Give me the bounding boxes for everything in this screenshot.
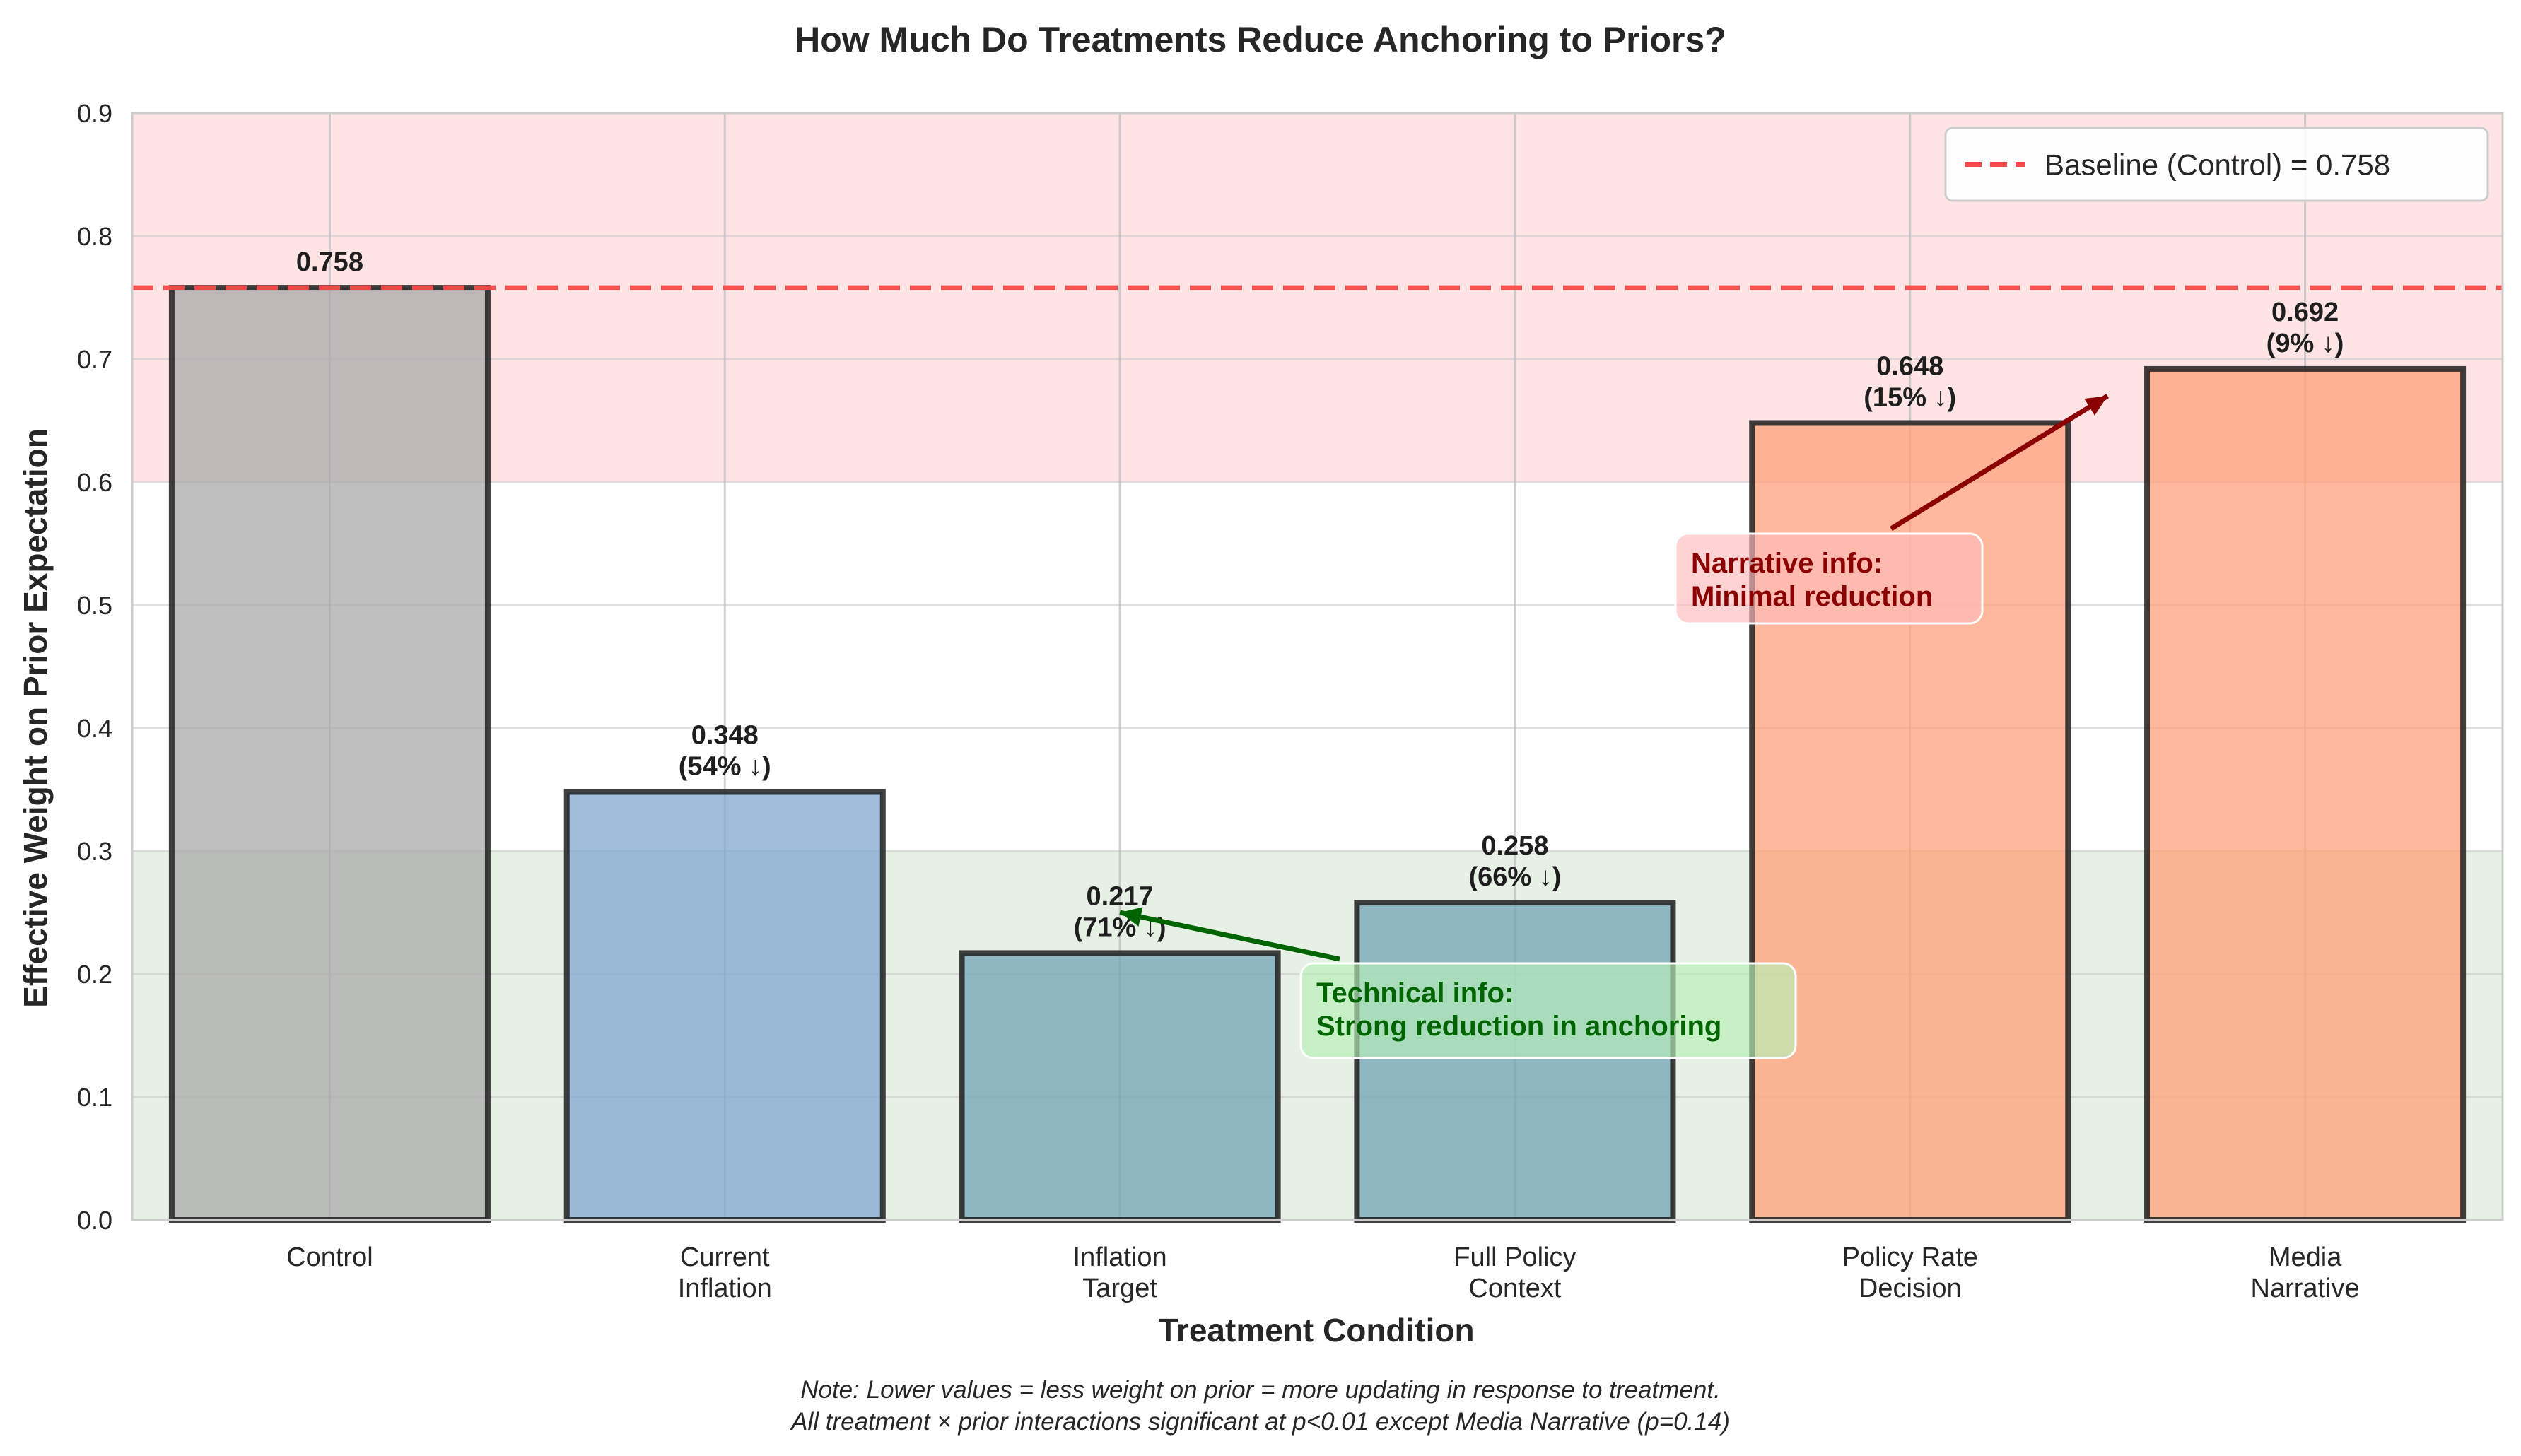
y-tick-label: 0.8 xyxy=(77,222,112,251)
plot-frame xyxy=(131,112,2504,1221)
annotations: Technical info: Strong reduction in ancho… xyxy=(1119,394,2109,1059)
annotation-text: Narrative info: Minimal reduction xyxy=(1691,548,1933,612)
value-labels: 0.758 0.348 (54% ↓) 0.217 (71% ↓) 0.258 (66% ↓… xyxy=(296,247,2344,942)
y-tick-label: 0.6 xyxy=(77,468,112,497)
x-tick-label: Inflation Target xyxy=(1073,1243,1167,1303)
bars xyxy=(168,285,2467,1223)
bar-2 xyxy=(959,950,1281,1223)
y-tick-label: 0.9 xyxy=(77,99,112,128)
bar-3 xyxy=(1354,900,1676,1223)
legend-box xyxy=(1944,127,2489,202)
y-tick-label: 0.5 xyxy=(77,591,112,620)
value-label-0: 0.758 xyxy=(296,247,363,277)
annotation-text: Technical info: Strong reduction in ancho… xyxy=(1316,977,1721,1042)
axes: 0.0 0.1 0.2 0.3 0.4 0.5 0.6 0.7 0.8 0.9 Control Cur… xyxy=(77,99,2504,1303)
y-tick-label: 0.3 xyxy=(77,837,112,866)
annotation-arrow xyxy=(1890,394,2109,531)
arrow-head xyxy=(1120,907,1143,927)
annotation-box xyxy=(1299,962,1797,1059)
annotation-1: Narrative info: Minimal reduction xyxy=(1674,394,2109,625)
note-line-1: Note: Lower values = less weight on prio… xyxy=(800,1376,1721,1404)
y-tick-label: 0.7 xyxy=(77,345,112,374)
y-tick-label: 0.0 xyxy=(77,1206,112,1235)
bar-1 xyxy=(563,789,886,1223)
y-tick-label: 0.1 xyxy=(77,1083,112,1112)
value-label-2: 0.217 (71% ↓) xyxy=(1074,881,1166,942)
value-label-5: 0.692 (9% ↓) xyxy=(2266,298,2344,358)
note-line-2: All treatment × prior interactions signi… xyxy=(790,1408,1730,1436)
chart-title: How Much Do Treatments Reduce Anchoring … xyxy=(795,20,1726,59)
x-tick-label: Policy Rate Decision xyxy=(1842,1243,1978,1303)
x-tick-label: Current Inflation xyxy=(678,1243,772,1303)
arrow-head xyxy=(2084,396,2108,416)
bar-5 xyxy=(2144,365,2467,1223)
annotation-arrow xyxy=(1119,910,1340,962)
x-tick-label: Media Narrative xyxy=(2251,1243,2360,1303)
value-label-4: 0.648 (15% ↓) xyxy=(1864,351,1956,412)
x-tick-label: Control xyxy=(286,1243,373,1272)
value-label-1: 0.348 (54% ↓) xyxy=(679,720,771,781)
x-axis-label: Treatment Condition xyxy=(1158,1312,1474,1349)
legend: Baseline (Control) = 0.758 xyxy=(1944,127,2489,202)
y-tick-label: 0.2 xyxy=(77,960,112,989)
value-label-3: 0.258 (66% ↓) xyxy=(1468,831,1561,892)
annotation-box xyxy=(1674,532,1984,625)
y-axis-label: Effective Weight on Prior Expectation xyxy=(17,428,54,1008)
annotation-0: Technical info: Strong reduction in ancho… xyxy=(1119,907,1797,1059)
legend-label: Baseline (Control) = 0.758 xyxy=(2045,148,2390,182)
bar-0 xyxy=(168,285,491,1223)
y-tick-label: 0.4 xyxy=(77,714,112,743)
x-tick-label: Full Policy Context xyxy=(1453,1243,1576,1303)
